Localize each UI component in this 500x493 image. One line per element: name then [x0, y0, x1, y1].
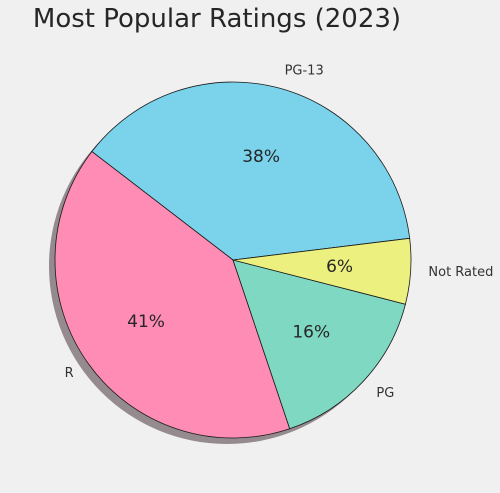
pct-label-r: 41% — [127, 312, 165, 332]
pie-slice-not-rated — [232, 237, 412, 305]
pie-slice-pg — [232, 259, 406, 430]
slice-label-pg-13: PG-13 — [285, 64, 324, 79]
pct-label-pg: 16% — [292, 323, 330, 343]
slice-label-not-rated: Not Rated — [428, 265, 493, 280]
pie-slice-r — [54, 150, 291, 439]
pct-label-pg-13: 38% — [242, 147, 280, 167]
chart-title: Most Popular Ratings (2023) — [32, 4, 402, 34]
slice-label-pg: PG — [376, 386, 394, 401]
slice-label-r: R — [65, 366, 74, 381]
pct-label-not-rated: 6% — [326, 257, 353, 277]
pie-slice-pg-13 — [91, 81, 411, 261]
